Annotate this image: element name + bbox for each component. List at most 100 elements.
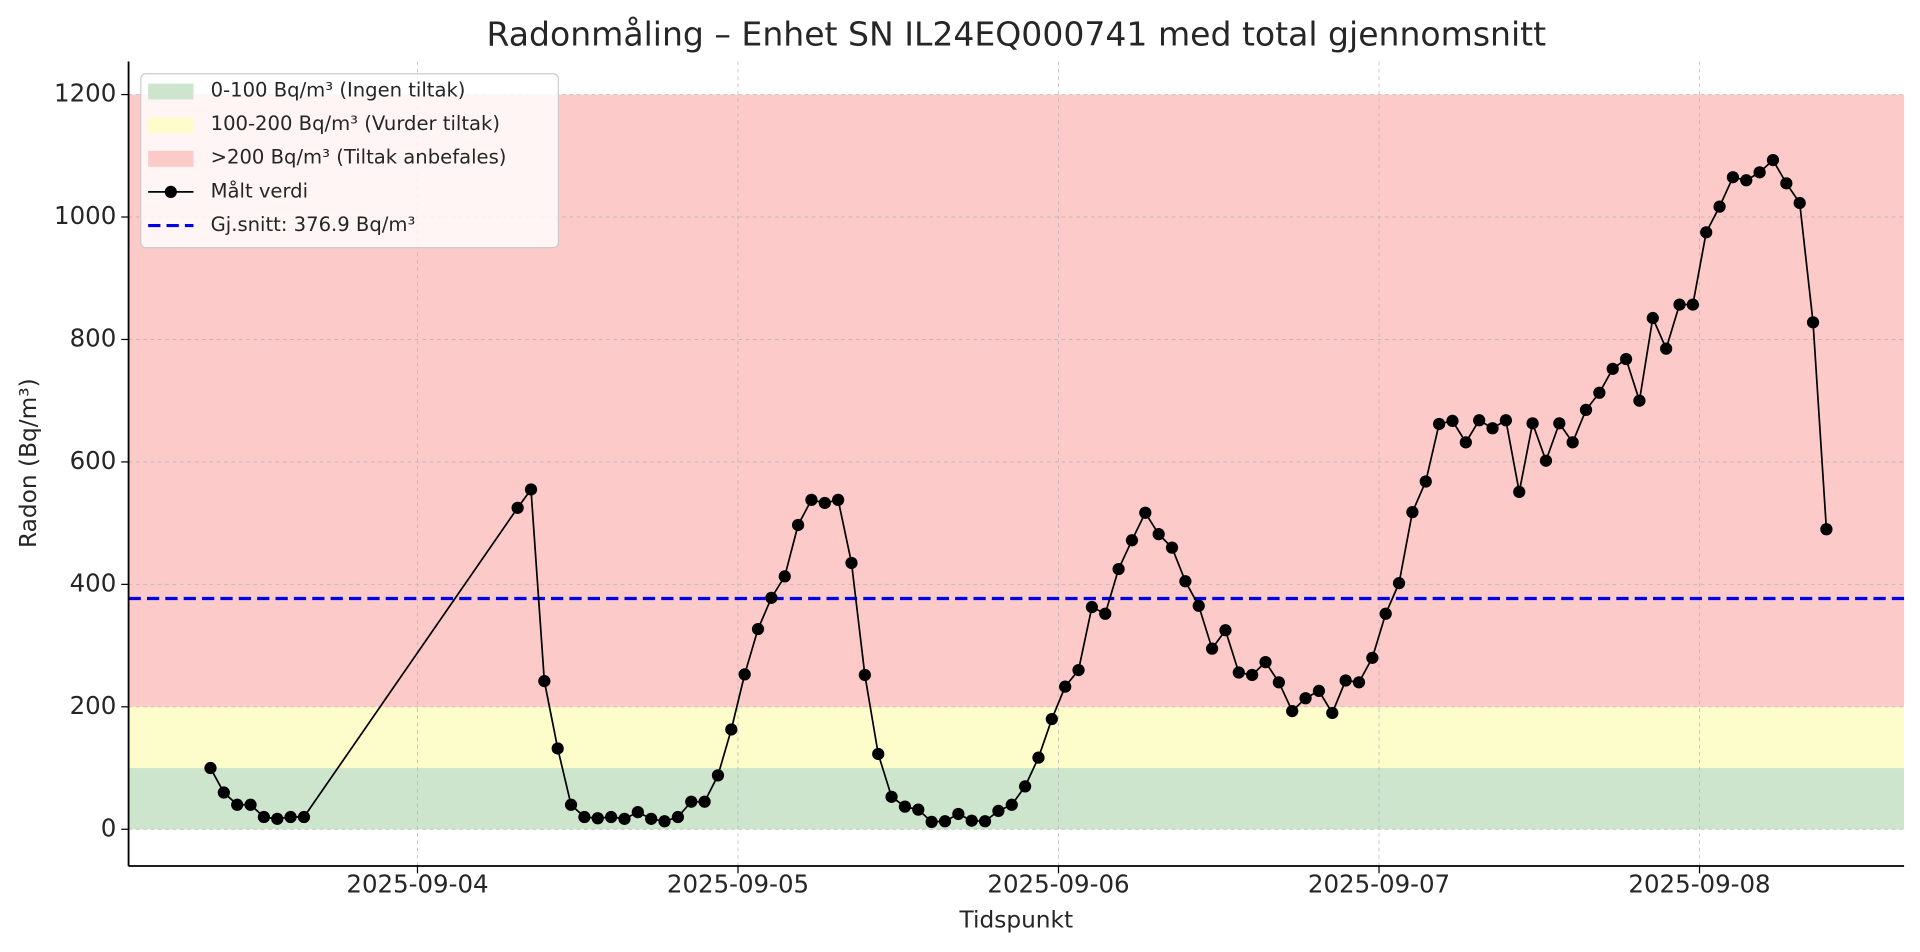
legend: 0-100 Bq/m³ (Ingen tiltak) 100-200 Bq/m³ …	[140, 73, 559, 249]
data-point	[1072, 663, 1085, 677]
data-point	[791, 518, 805, 532]
data-point	[231, 798, 244, 811]
data-point	[1312, 684, 1326, 698]
data-point	[845, 556, 858, 570]
data-point	[978, 815, 992, 828]
legend-swatch	[148, 83, 194, 100]
data-point	[1432, 417, 1446, 431]
data-point	[1606, 362, 1619, 375]
data-point	[271, 812, 284, 825]
threshold-band	[128, 706, 1905, 769]
data-point	[1766, 153, 1780, 167]
data-point	[1286, 704, 1299, 718]
data-point	[631, 806, 644, 819]
data-point	[1780, 177, 1793, 190]
data-point	[1152, 528, 1165, 541]
data-point	[1686, 298, 1699, 311]
data-point	[1473, 414, 1486, 427]
data-point	[885, 790, 898, 803]
data-point	[1205, 642, 1219, 655]
data-point	[1633, 394, 1646, 407]
data-point	[1406, 506, 1419, 519]
data-point	[1539, 454, 1553, 467]
data-point	[1820, 523, 1833, 536]
x-tick-label: 2025-09-05	[667, 870, 809, 899]
data-point	[1379, 607, 1392, 620]
data-point	[1446, 414, 1459, 428]
legend-label: 0-100 Bq/m³ (Ingen tiltak)	[211, 78, 466, 101]
x-tick-label: 2025-09-06	[987, 870, 1129, 899]
data-point	[1419, 475, 1432, 488]
data-point	[1099, 607, 1112, 620]
data-point	[1459, 436, 1472, 449]
data-point	[778, 570, 791, 583]
data-point	[645, 812, 658, 825]
data-point	[1726, 171, 1740, 184]
y-axis-label: Radon (Bq/m³)	[15, 378, 42, 548]
data-point	[1700, 226, 1713, 239]
data-point	[1125, 534, 1139, 547]
data-point	[1339, 674, 1352, 687]
data-point	[1179, 575, 1192, 588]
data-point	[1085, 600, 1099, 614]
data-point	[1192, 599, 1205, 612]
x-tick-label: 2025-09-07	[1308, 870, 1450, 899]
data-point	[1713, 200, 1726, 213]
data-point	[1392, 577, 1406, 590]
data-point	[658, 815, 671, 828]
data-point	[284, 810, 297, 824]
data-point	[1165, 541, 1179, 554]
legend-label: Gj.snitt: 376.9 Bq/m³	[211, 213, 416, 236]
data-point	[858, 668, 871, 682]
data-point	[898, 800, 912, 813]
data-point	[1352, 676, 1366, 689]
data-point	[938, 815, 952, 828]
data-point	[1299, 692, 1312, 705]
data-point	[217, 786, 230, 799]
legend-label: Målt verdi	[211, 179, 308, 202]
data-point	[538, 674, 551, 688]
data-point	[1366, 651, 1379, 664]
data-point	[297, 810, 311, 824]
data-point	[618, 812, 631, 825]
data-point	[912, 803, 925, 816]
legend-swatch	[148, 117, 194, 134]
data-point	[1112, 562, 1125, 576]
legend-label: 100-200 Bq/m³ (Vurder tiltak)	[211, 112, 500, 135]
y-tick-label: 400	[70, 568, 117, 597]
data-point	[1486, 422, 1499, 435]
data-point	[965, 814, 978, 827]
data-point	[685, 795, 698, 808]
y-tick-label: 0	[101, 813, 117, 842]
y-tick-label: 600	[70, 446, 117, 475]
data-point	[671, 810, 685, 824]
legend-label: >200 Bq/m³ (Tiltak anbefales)	[211, 146, 507, 169]
data-point	[1753, 166, 1766, 179]
data-point	[1232, 666, 1245, 679]
data-point	[1005, 798, 1018, 811]
data-point	[1059, 680, 1072, 693]
data-point	[1272, 676, 1285, 689]
data-point	[1246, 668, 1259, 682]
data-point	[738, 668, 751, 681]
y-tick-label: 800	[70, 323, 117, 352]
data-point	[872, 747, 885, 761]
data-point	[204, 761, 217, 775]
data-point	[751, 622, 765, 636]
x-axis-label: Tidspunkt	[959, 907, 1074, 934]
y-tick-label: 1000	[54, 201, 116, 230]
data-point	[244, 798, 257, 811]
data-point	[524, 483, 538, 496]
data-point	[1806, 316, 1820, 329]
data-point	[711, 769, 725, 782]
data-point	[832, 493, 845, 506]
data-point	[1740, 174, 1753, 187]
data-point	[1032, 751, 1045, 764]
data-point	[1526, 417, 1539, 430]
data-point	[1553, 417, 1566, 430]
data-point	[591, 812, 604, 825]
data-point	[1566, 436, 1579, 449]
data-point	[992, 804, 1005, 818]
data-point	[765, 591, 778, 604]
